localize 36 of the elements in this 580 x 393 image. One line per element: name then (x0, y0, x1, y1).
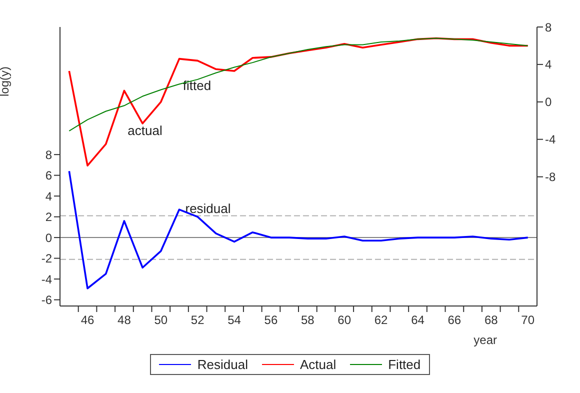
x-axis-title: year (474, 333, 498, 347)
y-axis-title: log(y) (0, 66, 12, 96)
y2-tick-label: 4 (545, 58, 552, 72)
x-tick-label: 46 (80, 313, 95, 327)
legend-label: Fitted (387, 357, 421, 372)
y-tick-label: 8 (45, 148, 52, 162)
y2-tick-label: -4 (545, 132, 556, 147)
y-tick-label: 6 (45, 168, 52, 183)
x-tick-label: 58 (300, 313, 315, 327)
annotation: actual (128, 123, 162, 138)
x-tick-label: 68 (484, 313, 498, 327)
x-tick-label: 50 (154, 313, 168, 327)
annotation: fitted (182, 78, 212, 93)
legend-label: Residual (196, 357, 248, 372)
y-tick-label: -6 (41, 293, 52, 308)
y-tick-label: 2 (45, 210, 52, 224)
y2-tick-label: 0 (545, 95, 552, 110)
x-tick-label: 54 (228, 313, 242, 327)
legend-label: Actual (298, 357, 336, 372)
x-tick-label: 64 (411, 313, 425, 327)
x-tick-label: 66 (448, 313, 462, 327)
x-tick-label: 60 (338, 313, 352, 327)
y-tick-label: 0 (45, 230, 52, 245)
y-tick-label: 4 (45, 189, 52, 204)
x-tick-label: 62 (374, 313, 388, 327)
x-tick-label: 48 (118, 313, 132, 327)
x-tick-label: 52 (190, 313, 205, 327)
x-tick-label: 56 (264, 313, 278, 327)
annotation: residual (185, 201, 231, 216)
y-tick-label: -2 (41, 252, 52, 266)
line-series (68, 37, 529, 166)
y2-tick-label: 8 (545, 20, 552, 34)
line-series (68, 170, 529, 290)
y2-tick-label: -8 (545, 170, 556, 184)
y-tick-label: -4 (41, 272, 52, 286)
x-tick-label: 70 (521, 313, 535, 327)
